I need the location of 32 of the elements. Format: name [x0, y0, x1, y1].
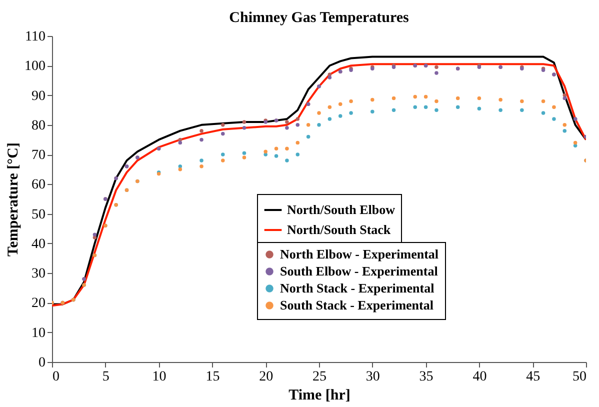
x-tick-label: 45: [526, 370, 540, 384]
y-tick-label: 30: [32, 266, 46, 282]
x-tick-label: 20: [259, 370, 274, 384]
legend-label: North/South Stack: [287, 222, 392, 237]
x-tick-label: 40: [472, 370, 487, 384]
y-tick-label: 40: [32, 236, 46, 252]
y-tick-label: 80: [32, 118, 46, 134]
x-tick-label: 15: [206, 370, 220, 384]
x-tick-label: 30: [366, 370, 380, 384]
y-tick-label: 70: [32, 148, 46, 164]
y-tick-label: 90: [32, 88, 46, 104]
x-tick-label: 25: [312, 370, 326, 384]
x-tick-label: 0: [52, 370, 60, 384]
y-tick-label: 20: [32, 296, 46, 312]
legend-label: North Stack - Experimental: [280, 280, 435, 296]
y-tick-label: 10: [32, 326, 46, 341]
y-tick-label: 0: [38, 356, 46, 370]
y-tick-label: 100: [24, 59, 46, 74]
y-axis-title: Temperature [°C]: [6, 142, 22, 256]
y-tick-label: 60: [32, 178, 46, 193]
x-tick-label: 50: [572, 370, 586, 384]
x-axis-title: Time [hr]: [288, 388, 350, 404]
chart-title: Chimney Gas Temperatures: [229, 10, 410, 26]
legend-label: South Elbow - Experimental: [280, 264, 438, 278]
y-tick-label: 110: [25, 30, 46, 44]
x-tick-label: 5: [102, 370, 110, 384]
x-tick-label: 10: [152, 370, 166, 384]
x-tick-label: 35: [419, 370, 434, 384]
legend-label: North/South Elbow: [287, 202, 396, 217]
legend-label: North Elbow - Experimental: [280, 246, 439, 262]
y-tick-label: 50: [32, 207, 46, 222]
legend-label: South Stack - Experimental: [280, 298, 434, 312]
